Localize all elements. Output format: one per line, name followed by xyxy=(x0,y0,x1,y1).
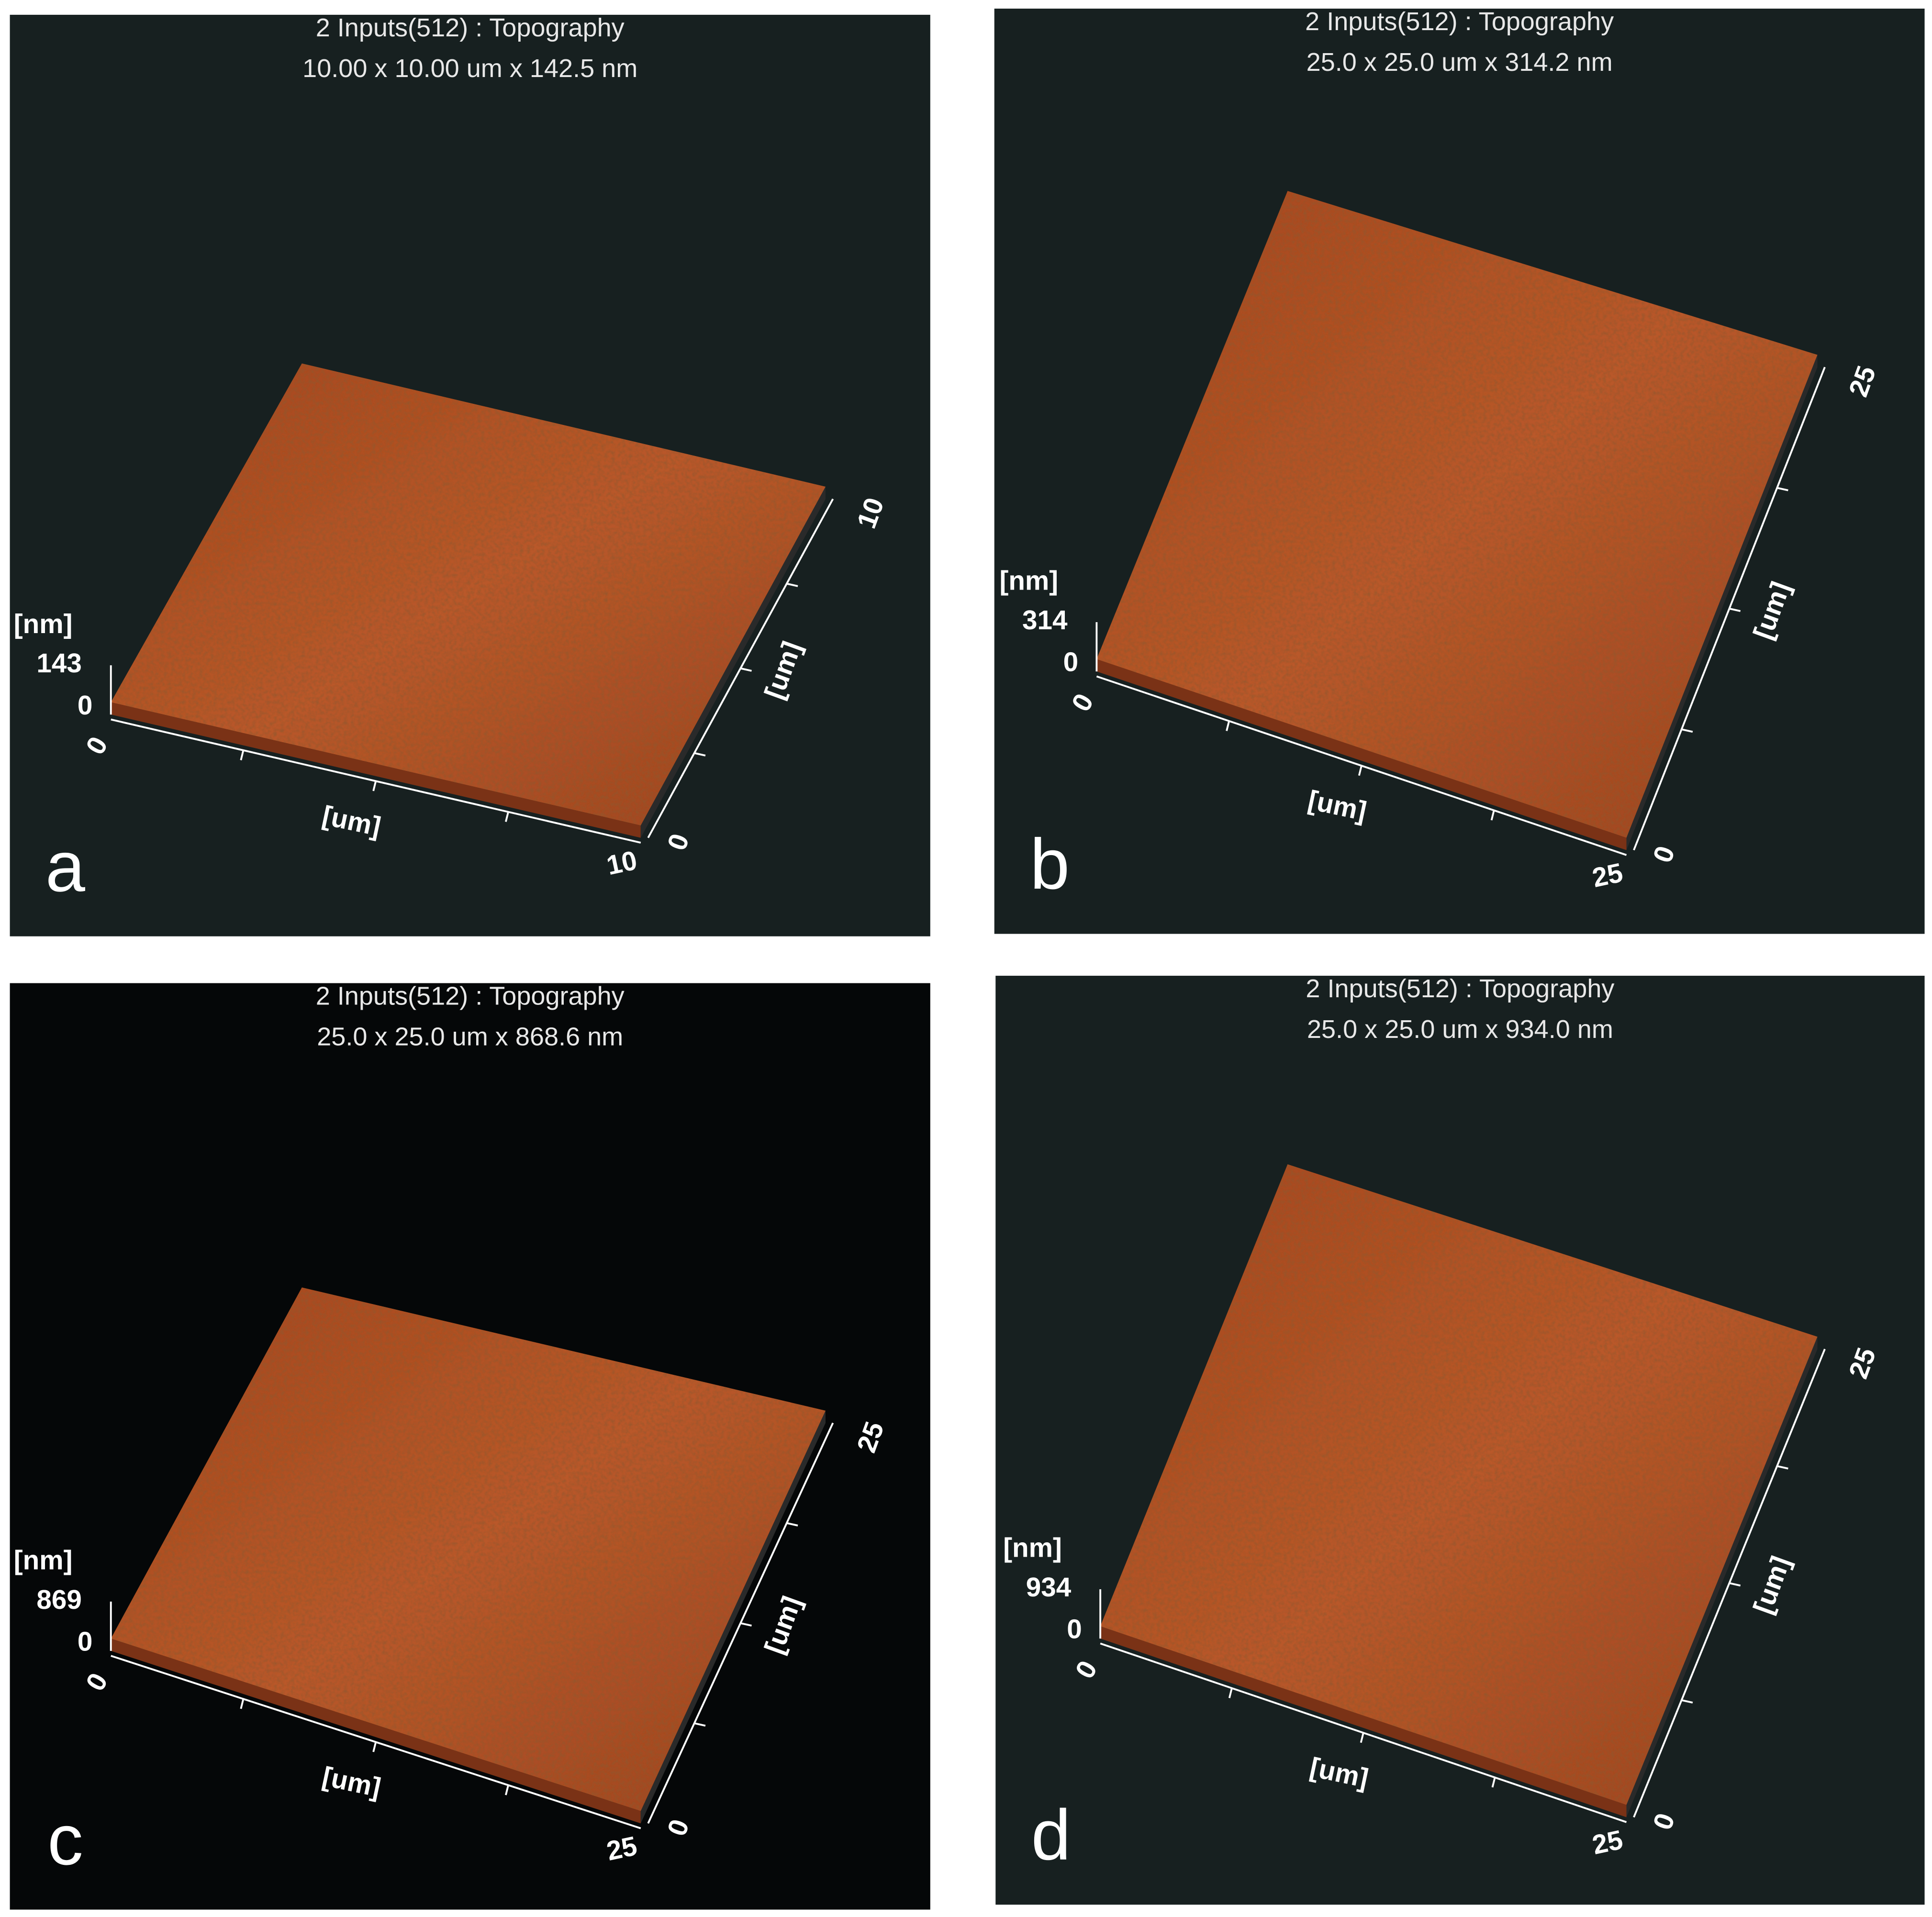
y-tick xyxy=(694,1722,706,1727)
y-tick xyxy=(1776,487,1788,491)
panel-subtitle: 10.00 x 10.00 um x 142.5 nm xyxy=(302,54,637,83)
panel-subtitle: 25.0 x 25.0 um x 868.6 nm xyxy=(317,1023,623,1051)
x-tick xyxy=(1358,765,1362,776)
z-unit: [nm] xyxy=(1003,1533,1062,1563)
panel-title: 2 Inputs(512) : Topography xyxy=(1305,7,1614,36)
z-unit: [nm] xyxy=(999,566,1058,596)
panel-title: 2 Inputs(512) : Topography xyxy=(316,13,625,42)
surface-side xyxy=(1100,1626,1627,1817)
panel-subtitle: 25.0 x 25.0 um x 314.2 nm xyxy=(1307,48,1613,77)
x-tick xyxy=(240,1698,245,1709)
z-max-label: 143 xyxy=(36,648,81,679)
y-tick xyxy=(740,667,752,672)
x-end-label: 25 xyxy=(1590,1825,1626,1861)
z-unit: [nm] xyxy=(14,1545,73,1575)
afm-panel: 2 Inputs(512) : Topography 25.0 x 25.0 um… xyxy=(10,982,930,1910)
z-max-label: 934 xyxy=(1026,1572,1072,1603)
y-tick xyxy=(1681,728,1693,733)
y-tick xyxy=(1729,607,1741,612)
surface-side xyxy=(1096,659,1627,850)
surface-side xyxy=(111,702,641,838)
surface-side xyxy=(1626,355,1818,850)
y-tick xyxy=(786,1522,798,1527)
x-tick xyxy=(372,1741,377,1752)
afm-panel: 2 Inputs(512) : Topography 10.00 x 10.00 … xyxy=(10,13,930,936)
panel-title: 2 Inputs(512) : Topography xyxy=(316,982,625,1011)
z-max-label: 869 xyxy=(36,1585,81,1615)
topography-surface xyxy=(111,363,826,825)
panel-letter: d xyxy=(1031,1795,1071,1875)
x-tick xyxy=(1228,1688,1233,1698)
panel-letter: a xyxy=(45,826,86,906)
topography-surface xyxy=(111,1287,826,1811)
y-tick xyxy=(1776,1465,1788,1470)
z-min-label: 0 xyxy=(78,691,93,721)
surface-side xyxy=(1626,1337,1818,1817)
y-tick xyxy=(1681,1699,1693,1704)
z-max-label: 314 xyxy=(1022,605,1068,635)
z-unit: [nm] xyxy=(14,609,73,639)
y-tick xyxy=(1729,1582,1741,1587)
panel-letter: b xyxy=(1030,824,1070,904)
x-tick xyxy=(1491,1777,1496,1788)
z-min-label: 0 xyxy=(1067,1615,1082,1645)
surface-side xyxy=(640,1410,826,1824)
surface-side xyxy=(111,1638,641,1824)
topography-surface xyxy=(1096,191,1818,838)
x-tick xyxy=(240,750,245,760)
x-tick xyxy=(1360,1732,1364,1743)
x-tick xyxy=(1226,721,1230,731)
z-min-label: 0 xyxy=(1063,647,1079,678)
y-tick xyxy=(786,582,798,587)
x-end-label: 25 xyxy=(604,1831,640,1867)
topography-surface xyxy=(1100,1164,1818,1805)
x-end-label: 10 xyxy=(604,846,640,881)
surface-side xyxy=(640,486,826,838)
z-min-label: 0 xyxy=(78,1627,93,1657)
y-tick xyxy=(740,1622,752,1627)
panel-title: 2 Inputs(512) : Topography xyxy=(1306,974,1614,1003)
x-tick xyxy=(372,780,377,791)
afm-panel: 2 Inputs(512) : Topography 25.0 x 25.0 um… xyxy=(994,7,1925,934)
afm-panel: 2 Inputs(512) : Topography 25.0 x 25.0 um… xyxy=(995,974,1925,1905)
panel-subtitle: 25.0 x 25.0 um x 934.0 nm xyxy=(1307,1015,1613,1044)
x-tick xyxy=(505,1785,509,1795)
x-tick xyxy=(505,812,509,822)
x-tick xyxy=(1490,810,1495,821)
panel-letter: c xyxy=(47,1800,83,1880)
y-tick xyxy=(694,752,706,757)
x-end-label: 25 xyxy=(1590,858,1626,893)
